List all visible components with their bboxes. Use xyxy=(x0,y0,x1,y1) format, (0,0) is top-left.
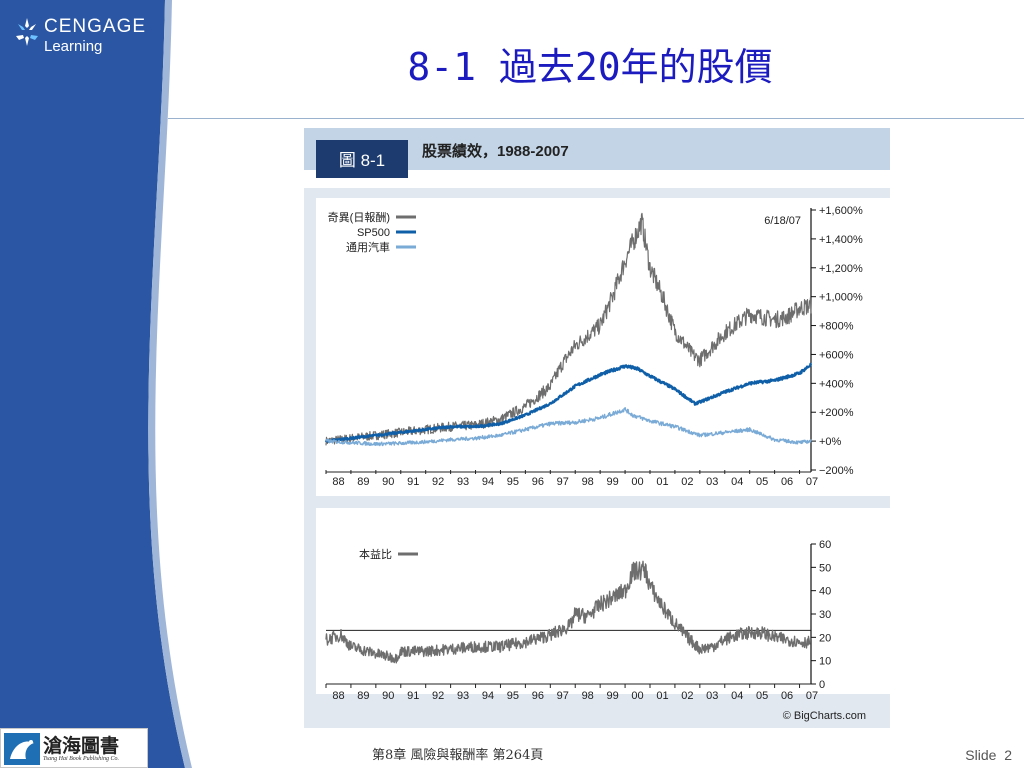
chart1-date-label: 6/18/07 xyxy=(764,215,801,227)
c1-x-tick-label: 88 xyxy=(332,476,344,488)
c1-x-tick-label: 06 xyxy=(781,476,793,488)
c2-y-tick-label: 40 xyxy=(819,586,831,598)
publisher-logo: 滄海圖書 Tsang Hai Book Publishing Co. xyxy=(0,728,148,768)
pe-ratio-chart: 60 50 40 30 20 10 0 88 89 90 91 92 93 94 95 96 97 98 99 00… xyxy=(325,539,831,702)
c2-x-tick-label: 05 xyxy=(756,690,768,702)
c1-x-tick-label: 99 xyxy=(606,476,618,488)
c2-x-tick-label: 00 xyxy=(631,690,643,702)
c2-x-tick-label: 99 xyxy=(606,690,618,702)
c2-x-tick-label: 04 xyxy=(731,690,743,702)
c1-y-tick-label: +200% xyxy=(819,407,854,419)
c2-y-tick-label: 50 xyxy=(819,562,831,574)
slide-number: Slide 2 xyxy=(965,747,1012,763)
footer-chapter-text: 第8章 風險與報酬率 第264頁 xyxy=(372,748,544,763)
c1-x-tick-label: 00 xyxy=(631,476,643,488)
c1-x-tick-label: 07 xyxy=(806,476,818,488)
legend-label: 奇異(日報酬) xyxy=(328,211,390,224)
figure-8-1: 圖 8-1 股票績效，1988-2007 +1,600% +1,400% +1,20… xyxy=(304,128,890,728)
c2-x-tick-label: 97 xyxy=(557,690,569,702)
c2-x-tick-label: 02 xyxy=(681,690,693,702)
legend-label: 本益比 xyxy=(359,547,392,561)
c2-y-tick-label: 0 xyxy=(819,679,825,691)
c2-x-tick-label: 07 xyxy=(806,690,818,702)
c2-x-tick-label: 01 xyxy=(656,690,668,702)
c2-x-tick-label: 95 xyxy=(507,690,519,702)
c1-x-tick-label: 91 xyxy=(407,476,419,488)
chart1-panel xyxy=(316,198,890,496)
c2-x-tick-label: 88 xyxy=(332,690,344,702)
c1-y-tick-label: +1,400% xyxy=(819,234,863,246)
series-line-c2-0 xyxy=(325,560,812,664)
figure-source: © BigCharts.com xyxy=(783,710,866,722)
series-line-c1-1 xyxy=(324,362,813,443)
legend-label: SP500 xyxy=(357,227,390,239)
c2-x-tick-label: 98 xyxy=(582,690,594,702)
slide-number-value: 2 xyxy=(1004,747,1012,763)
publisher-swan-icon xyxy=(4,733,40,765)
c1-x-tick-label: 97 xyxy=(557,476,569,488)
c2-y-tick-label: 20 xyxy=(819,632,831,644)
c1-x-tick-label: 95 xyxy=(507,476,519,488)
cengage-logo: CENGAGE Learning xyxy=(14,14,164,60)
c1-x-tick-label: 01 xyxy=(656,476,668,488)
figure-badge xyxy=(316,140,408,178)
title-divider xyxy=(168,118,1024,119)
logo-wordmark: CENGAGE xyxy=(44,16,147,37)
c1-y-tick-label: +0% xyxy=(819,436,842,448)
c1-x-tick-label: 92 xyxy=(432,476,444,488)
c2-x-tick-label: 90 xyxy=(382,690,394,702)
c2-y-tick-label: 30 xyxy=(819,609,831,621)
c1-x-tick-label: 05 xyxy=(756,476,768,488)
c1-x-tick-label: 03 xyxy=(706,476,718,488)
c1-y-tick-label: +400% xyxy=(819,378,854,390)
c2-y-tick-label: 60 xyxy=(819,539,831,551)
publisher-name: 滄海圖書 xyxy=(43,735,120,757)
sidebar-light-curve xyxy=(148,0,192,768)
c2-x-tick-label: 03 xyxy=(706,690,718,702)
c2-x-tick-label: 91 xyxy=(407,690,419,702)
c1-y-tick-label: −200% xyxy=(819,465,854,477)
c1-x-tick-label: 98 xyxy=(582,476,594,488)
c1-x-tick-label: 90 xyxy=(382,476,394,488)
c1-x-tick-label: 94 xyxy=(482,476,494,488)
c1-y-tick-label: +600% xyxy=(819,349,854,361)
left-sidebar-decoration xyxy=(0,0,192,768)
c2-x-tick-label: 93 xyxy=(457,690,469,702)
c2-x-tick-label: 94 xyxy=(482,690,494,702)
figure-caption: 股票績效，1988-2007 xyxy=(422,142,569,160)
logo-subtitle: Learning xyxy=(44,38,103,55)
returns-chart: +1,600% +1,400% +1,200% +1,000% +800% +600% +4… xyxy=(324,205,863,488)
c1-x-tick-label: 93 xyxy=(457,476,469,488)
c1-y-tick-label: +1,600% xyxy=(819,205,863,217)
c1-y-tick-label: +1,200% xyxy=(819,263,863,275)
slide-title: 8-1 過去20年的股價 xyxy=(407,45,773,89)
c2-y-tick-label: 10 xyxy=(819,656,831,668)
figure-caption-gap xyxy=(304,170,890,188)
publisher-subtitle: Tsang Hai Book Publishing Co. xyxy=(43,756,119,762)
c2-x-tick-label: 96 xyxy=(532,690,544,702)
c1-y-tick-label: +800% xyxy=(819,321,854,333)
series-line-c1-2 xyxy=(325,407,812,447)
c2-x-tick-label: 92 xyxy=(432,690,444,702)
c1-x-tick-label: 96 xyxy=(532,476,544,488)
c2-x-tick-label: 06 xyxy=(781,690,793,702)
cengage-star-icon xyxy=(16,18,38,46)
slide-label: Slide xyxy=(965,747,997,763)
c1-x-tick-label: 02 xyxy=(681,476,693,488)
c2-x-tick-label: 89 xyxy=(357,690,369,702)
c1-x-tick-label: 04 xyxy=(731,476,743,488)
c1-y-tick-label: +1,000% xyxy=(819,292,863,304)
c1-x-tick-label: 89 xyxy=(357,476,369,488)
legend-label: 通用汽車 xyxy=(346,240,390,254)
sidebar-blue-band xyxy=(0,0,185,768)
figure-badge-label: 圖 8-1 xyxy=(339,151,385,170)
